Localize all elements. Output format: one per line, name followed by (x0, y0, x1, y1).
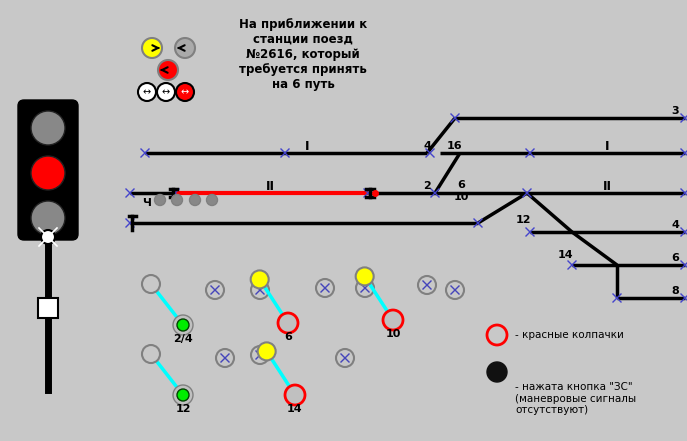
Text: 6: 6 (671, 253, 679, 263)
Circle shape (31, 201, 65, 235)
Circle shape (383, 310, 403, 330)
Text: 16: 16 (447, 141, 463, 151)
Circle shape (155, 194, 166, 206)
Circle shape (177, 319, 189, 331)
Circle shape (278, 313, 298, 333)
Circle shape (487, 362, 507, 382)
Text: II: II (602, 179, 611, 193)
Circle shape (207, 194, 218, 206)
Circle shape (175, 38, 195, 58)
Text: На приближении к
станции поезд
№2616, который
требуется принять
на 6 путь: На приближении к станции поезд №2616, ко… (239, 18, 367, 91)
Text: 4: 4 (423, 141, 431, 151)
Circle shape (356, 279, 374, 297)
Circle shape (173, 315, 193, 335)
Text: 12: 12 (175, 404, 191, 414)
Circle shape (251, 346, 269, 364)
Circle shape (31, 156, 65, 190)
Text: ↔: ↔ (162, 87, 170, 97)
Circle shape (158, 60, 178, 80)
Text: 12: 12 (515, 215, 531, 225)
Text: 10: 10 (385, 329, 401, 339)
Text: 6: 6 (284, 332, 292, 342)
Circle shape (336, 349, 354, 367)
FancyBboxPatch shape (38, 298, 58, 318)
Text: Ч: Ч (143, 198, 151, 208)
FancyBboxPatch shape (18, 100, 78, 240)
Text: 3: 3 (671, 106, 679, 116)
Text: ↔: ↔ (181, 87, 189, 97)
Circle shape (258, 342, 275, 360)
Circle shape (176, 83, 194, 101)
Text: 10: 10 (453, 192, 469, 202)
Text: 2/4: 2/4 (173, 334, 193, 344)
Circle shape (190, 194, 201, 206)
Text: I: I (305, 139, 309, 153)
Circle shape (142, 345, 160, 363)
Text: - красные колпачки: - красные колпачки (515, 330, 624, 340)
Text: 2: 2 (423, 181, 431, 191)
Circle shape (251, 281, 269, 299)
Text: I: I (605, 139, 609, 153)
Circle shape (172, 194, 183, 206)
Text: 6: 6 (457, 180, 465, 190)
Circle shape (285, 385, 305, 405)
Circle shape (251, 270, 269, 288)
Circle shape (206, 281, 224, 299)
Circle shape (138, 83, 156, 101)
Text: 8: 8 (671, 286, 679, 296)
Text: - нажата кнопка "ЗС"
(маневровые сигналы
отсутствуют): - нажата кнопка "ЗС" (маневровые сигналы… (515, 382, 636, 415)
Circle shape (356, 267, 374, 285)
Circle shape (142, 38, 162, 58)
Circle shape (173, 385, 193, 405)
Circle shape (216, 349, 234, 367)
Circle shape (177, 389, 189, 401)
Circle shape (31, 111, 65, 145)
Circle shape (316, 279, 334, 297)
Text: 14: 14 (558, 250, 574, 260)
Text: 4: 4 (671, 220, 679, 230)
Circle shape (446, 281, 464, 299)
Circle shape (142, 275, 160, 293)
Circle shape (41, 230, 55, 244)
Text: 14: 14 (287, 404, 303, 414)
Circle shape (418, 276, 436, 294)
Circle shape (157, 83, 175, 101)
Text: II: II (265, 179, 275, 193)
Text: ↔: ↔ (143, 87, 151, 97)
